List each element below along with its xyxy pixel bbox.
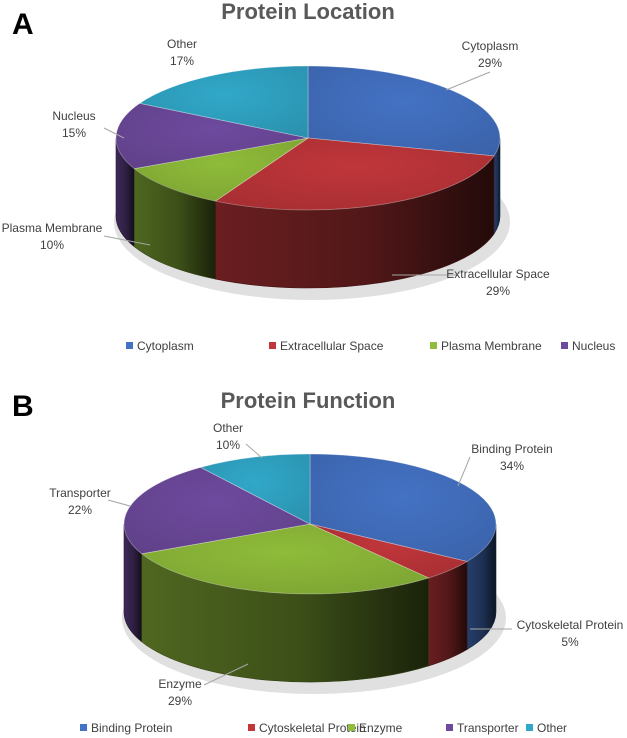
pie-slice-other (138, 65, 309, 139)
slice-label-other: Other (167, 37, 197, 51)
slice-value-cytoplasm: 29% (478, 56, 502, 70)
legend-swatch (446, 724, 453, 731)
pie-plot (122, 453, 506, 694)
leader-line (245, 443, 263, 459)
legend-label: Nucleus (572, 339, 615, 353)
chart-title: Protein Location (221, 0, 395, 24)
legend-swatch (430, 342, 437, 349)
chart-protein-function: B Protein Function Binding Protein 34% Cyt… (12, 388, 623, 735)
legend-swatch (526, 724, 533, 731)
slice-label-binding-protein: Binding Protein (471, 442, 552, 456)
slice-value-enzyme: 29% (168, 694, 192, 708)
legend-label: Cytoplasm (137, 339, 194, 353)
pie-slice-binding-protein (309, 453, 497, 562)
legend-label: Enzyme (359, 721, 403, 735)
slice-value-transporter: 22% (68, 503, 92, 517)
pie-slice-cytoplasm (307, 65, 501, 157)
chart-title: Protein Function (221, 388, 396, 413)
legend-label: Binding Protein (91, 721, 172, 735)
slice-value-cytoskeletal-protein: 5% (561, 635, 579, 649)
legend-label: Plasma Membrane (441, 339, 542, 353)
legend-label: Cytoskeletal Protein (259, 721, 366, 735)
legend-item-extracellular-space: Extracellular Space (269, 339, 384, 353)
leader-line (445, 71, 491, 91)
slice-value-other: 17% (170, 54, 194, 68)
slice-value-binding-protein: 34% (500, 459, 524, 473)
legend-swatch (80, 724, 87, 731)
leader-line (203, 663, 249, 686)
panel-letter: A (12, 8, 34, 41)
slice-label-cytoplasm: Cytoplasm (462, 39, 519, 53)
slice-label-nucleus: Nucleus (52, 109, 95, 123)
legend: Binding Protein Cytoskeletal ProteinEnzym… (80, 721, 567, 735)
legend-label: Transporter (457, 721, 519, 735)
slice-label-cytoskeletal-protein: Cytoskeletal Protein (517, 618, 624, 632)
pie-slice-other (199, 453, 311, 525)
legend-item-enzyme: Enzyme (348, 721, 403, 735)
pie-slice-plasma-membrane (133, 137, 309, 202)
leader-line (103, 127, 125, 139)
slice-label-transporter: Transporter (49, 486, 111, 500)
pie-slice-enzyme (140, 523, 430, 595)
legend-swatch (348, 724, 355, 731)
slice-value-other: 10% (216, 438, 240, 452)
legend-item-nucleus: Nucleus (561, 339, 615, 353)
legend-item-cytoplasm: Cytoplasm (126, 339, 194, 353)
legend-item-plasma-membrane: Plasma Membrane (430, 339, 542, 353)
leader-line (103, 235, 151, 246)
legend-swatch (248, 724, 255, 731)
legend-swatch (561, 342, 568, 349)
pie-side-cytoskeletal-protein (428, 560, 468, 667)
pie-slice-nucleus (115, 102, 309, 170)
legend-label: Extracellular Space (280, 339, 384, 353)
chart-protein-location: A Protein Location Cytoplasm 29% Extracell… (2, 0, 616, 353)
legend: Cytoplasm Extracellular Space Plasma Membr… (126, 339, 615, 353)
legend-item-binding-protein: Binding Protein (80, 721, 172, 735)
legend-swatch (126, 342, 133, 349)
slice-labels: Binding Protein 34% Cytoskeletal Protein 5%… (49, 421, 623, 708)
pie-plot (114, 65, 510, 300)
slice-value-extracellular-space: 29% (486, 284, 510, 298)
slice-label-enzyme: Enzyme (158, 677, 202, 691)
pie-slice-extracellular-space (214, 137, 495, 211)
pie-slice-transporter (123, 466, 312, 555)
legend-swatch (269, 342, 276, 349)
slice-label-other: Other (213, 421, 243, 435)
leader-line (107, 499, 131, 507)
panel-letter: B (12, 390, 34, 423)
legend-item-cytoskeletal-protein: Cytoskeletal Protein (248, 721, 366, 735)
slice-labels: Cytoplasm 29% Extracellular Space 29% Plasma… (2, 37, 550, 298)
slice-label-plasma-membrane: Plasma Membrane (2, 221, 103, 235)
legend-label: Other (537, 721, 567, 735)
slice-label-extracellular-space: Extracellular Space (446, 267, 550, 281)
pie-side-enzyme (141, 553, 429, 683)
legend-item-other: Other (526, 721, 567, 735)
legend-item-transporter: Transporter (446, 721, 519, 735)
slice-value-plasma-membrane: 10% (40, 238, 64, 252)
slice-value-nucleus: 15% (62, 126, 86, 140)
leader-line (457, 456, 471, 487)
pie-slice-cytoskeletal-protein (309, 523, 469, 579)
